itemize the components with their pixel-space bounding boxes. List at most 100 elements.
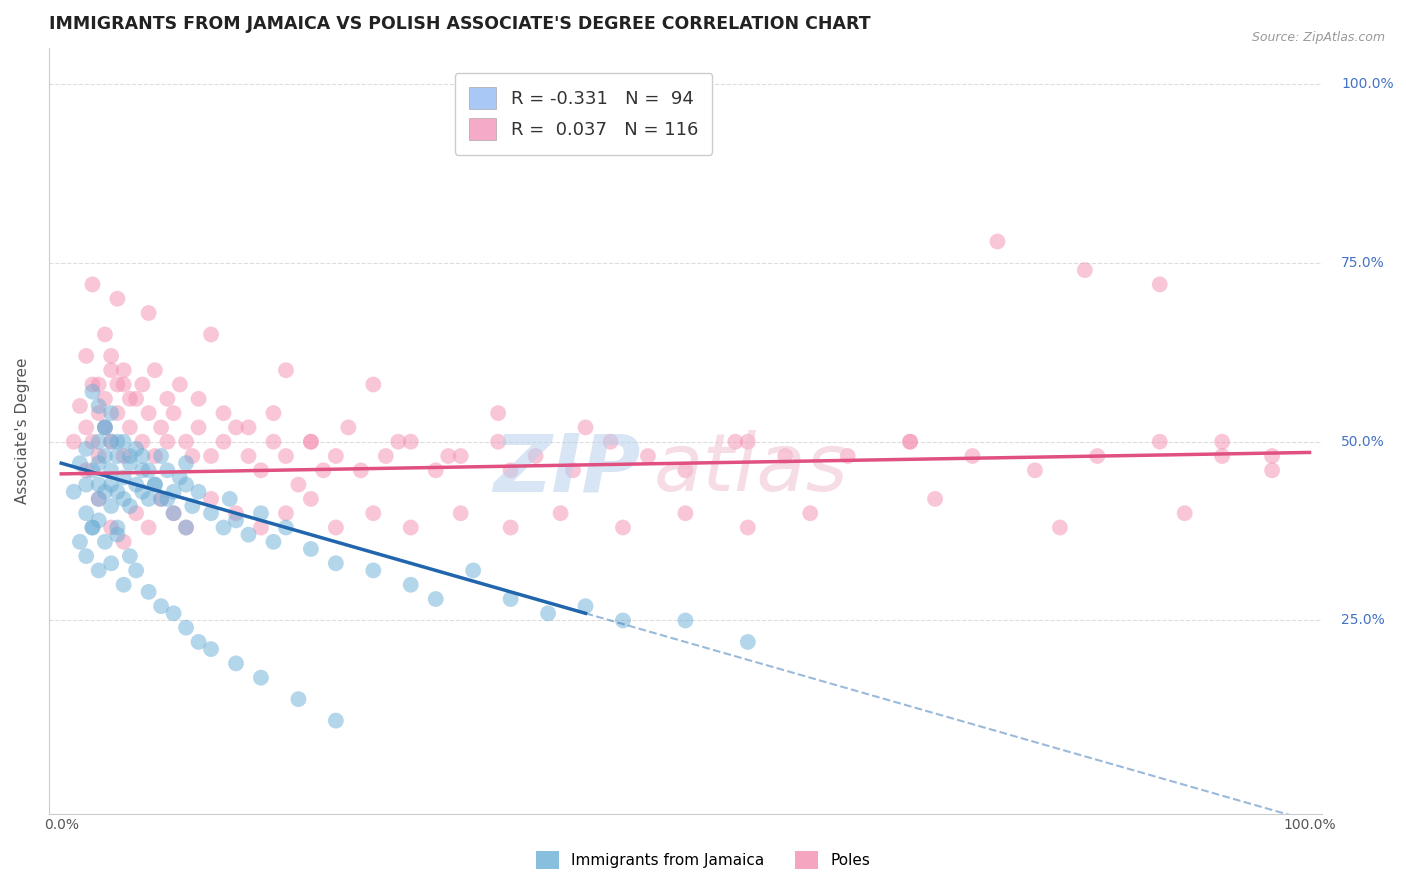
Point: [486, 434, 509, 449]
Point: [1149, 434, 1171, 449]
Text: 75.0%: 75.0%: [1341, 256, 1385, 270]
Point: [125, 477, 148, 491]
Point: [550, 506, 572, 520]
Point: [337, 420, 360, 434]
Point: [82, 277, 104, 292]
Point: [1085, 449, 1108, 463]
Point: [212, 434, 235, 449]
Point: [107, 527, 129, 541]
Text: atlas: atlas: [654, 430, 848, 508]
Point: [150, 491, 173, 506]
Point: [112, 363, 135, 377]
Point: [1049, 520, 1071, 534]
Point: [112, 434, 135, 449]
Point: [118, 549, 141, 563]
Point: [450, 449, 472, 463]
Y-axis label: Associate's Degree: Associate's Degree: [15, 358, 30, 504]
Point: [118, 456, 141, 470]
Point: [112, 578, 135, 592]
Point: [87, 491, 110, 506]
Point: [962, 449, 984, 463]
Point: [118, 420, 141, 434]
Point: [775, 449, 797, 463]
Point: [87, 377, 110, 392]
Point: [200, 327, 222, 342]
Point: [143, 477, 166, 491]
Point: [537, 607, 560, 621]
Point: [82, 520, 104, 534]
Point: [524, 449, 547, 463]
Point: [200, 642, 222, 657]
Legend: R = -0.331   N =  94, R =  0.037   N = 116: R = -0.331 N = 94, R = 0.037 N = 116: [454, 73, 713, 154]
Point: [138, 520, 160, 534]
Point: [1211, 434, 1233, 449]
Point: [87, 399, 110, 413]
Point: [87, 449, 110, 463]
Point: [218, 491, 240, 506]
Point: [1024, 463, 1046, 477]
Point: [131, 484, 153, 499]
Point: [200, 491, 222, 506]
Point: [143, 449, 166, 463]
Point: [325, 520, 347, 534]
Point: [425, 592, 447, 607]
Point: [131, 463, 153, 477]
Point: [100, 434, 122, 449]
Point: [100, 499, 122, 513]
Point: [274, 363, 297, 377]
Point: [363, 506, 385, 520]
Text: 50.0%: 50.0%: [1341, 434, 1385, 449]
Point: [225, 506, 247, 520]
Point: [1261, 463, 1284, 477]
Point: [225, 420, 247, 434]
Point: [87, 406, 110, 420]
Point: [150, 420, 173, 434]
Point: [82, 384, 104, 399]
Point: [125, 563, 148, 577]
Point: [312, 463, 335, 477]
Point: [169, 377, 191, 392]
Point: [673, 614, 696, 628]
Point: [69, 534, 91, 549]
Point: [374, 449, 396, 463]
Point: [486, 406, 509, 420]
Point: [82, 463, 104, 477]
Point: [112, 470, 135, 484]
Point: [94, 420, 117, 434]
Point: [131, 377, 153, 392]
Point: [87, 513, 110, 527]
Legend: Immigrants from Jamaica, Poles: Immigrants from Jamaica, Poles: [530, 845, 876, 875]
Point: [162, 506, 184, 520]
Point: [69, 399, 91, 413]
Point: [181, 499, 204, 513]
Point: [174, 520, 197, 534]
Point: [350, 463, 373, 477]
Point: [238, 527, 260, 541]
Point: [162, 484, 184, 499]
Point: [737, 434, 759, 449]
Point: [82, 520, 104, 534]
Point: [162, 406, 184, 420]
Point: [187, 635, 209, 649]
Point: [299, 541, 322, 556]
Point: [299, 434, 322, 449]
Point: [112, 491, 135, 506]
Point: [143, 363, 166, 377]
Point: [87, 563, 110, 577]
Point: [112, 534, 135, 549]
Point: [238, 449, 260, 463]
Point: [112, 377, 135, 392]
Point: [94, 449, 117, 463]
Point: [100, 463, 122, 477]
Text: 25.0%: 25.0%: [1341, 614, 1385, 627]
Point: [107, 434, 129, 449]
Point: [69, 456, 91, 470]
Point: [250, 463, 273, 477]
Point: [174, 456, 197, 470]
Point: [169, 470, 191, 484]
Point: [107, 292, 129, 306]
Point: [737, 635, 759, 649]
Point: [87, 456, 110, 470]
Point: [118, 499, 141, 513]
Point: [94, 420, 117, 434]
